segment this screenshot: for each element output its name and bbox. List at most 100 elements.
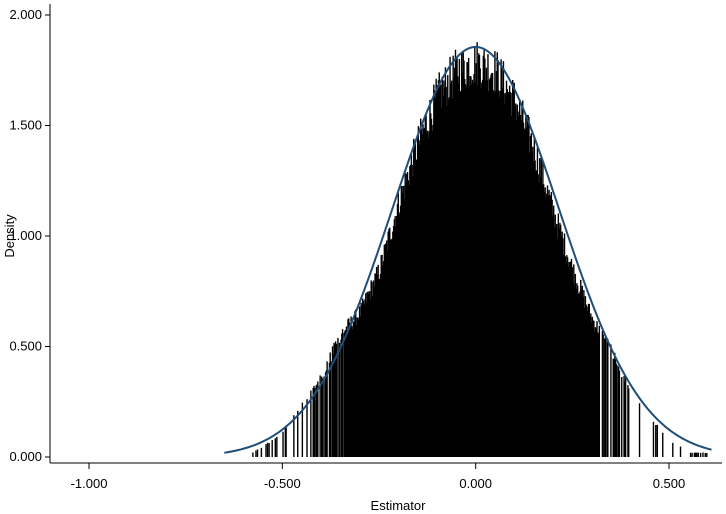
histogram-bar [284, 426, 287, 457]
histogram-bar [355, 309, 357, 457]
histogram-bar [297, 410, 299, 457]
histogram-bar [456, 57, 458, 457]
histogram-bar [491, 73, 494, 457]
histogram-bar [393, 219, 396, 457]
histogram-bar [409, 166, 411, 457]
histogram-bar [449, 56, 451, 457]
histogram-bar [388, 228, 390, 457]
histogram-bar [392, 225, 395, 457]
histogram-bar [455, 58, 457, 458]
histogram-bar [473, 74, 475, 457]
histogram-bar [361, 305, 363, 457]
histogram-bar [558, 228, 560, 457]
histogram-bar [428, 131, 430, 457]
histogram-bar [576, 285, 579, 457]
histogram-bar [344, 329, 347, 457]
histogram-bar [420, 128, 423, 457]
histogram-bar [441, 76, 444, 457]
histogram-bar [252, 452, 254, 457]
histogram-bar [574, 273, 577, 457]
histogram-bar [529, 135, 532, 457]
histogram-bar [488, 91, 490, 457]
histogram-bar [384, 244, 386, 457]
histogram-bar [415, 160, 417, 457]
histogram-bar [553, 227, 556, 457]
histogram-bar [534, 160, 536, 457]
histogram-bar [572, 281, 574, 457]
histogram-bar [529, 152, 531, 457]
histogram-bar [365, 302, 368, 457]
histogram-bar [475, 63, 478, 458]
histogram-bar [689, 452, 692, 457]
histogram-bar [374, 273, 376, 457]
histogram-bar [437, 80, 440, 457]
histogram-bar [519, 114, 522, 458]
histogram-bar [492, 90, 495, 457]
histogram-bar [515, 120, 518, 458]
histogram-bar [417, 126, 420, 457]
histogram-bar [525, 127, 528, 457]
histogram-bar [443, 87, 446, 457]
histogram-bar [590, 322, 593, 457]
histogram-bar [539, 176, 542, 457]
histogram-bar [319, 375, 321, 457]
histogram-bar [450, 83, 452, 458]
histogram-bar [583, 290, 585, 457]
histogram-bar [469, 76, 471, 458]
histogram-bar [541, 184, 543, 458]
histogram-bar [580, 279, 582, 457]
histogram-bar [352, 322, 355, 457]
histogram-bar [451, 98, 454, 457]
histogram-bar [604, 335, 607, 457]
histogram-bar [481, 79, 484, 457]
histogram-bar [503, 93, 505, 458]
histogram-bar [438, 72, 440, 458]
histogram-bar [282, 431, 284, 457]
histogram-bar [542, 161, 544, 457]
histogram-bar [655, 424, 657, 457]
histogram-bar [691, 452, 693, 457]
histogram-bar [341, 329, 344, 457]
histogram-bar [424, 117, 427, 457]
histogram-bar [505, 80, 508, 457]
histogram-bar [351, 325, 353, 457]
histogram-bar [613, 359, 615, 457]
histogram-bar [585, 304, 587, 457]
y-tick-label: 2.000 [9, 7, 42, 22]
histogram-bar [256, 449, 259, 457]
histogram-bar [369, 299, 372, 457]
histogram-bar [485, 67, 488, 457]
histogram-bar [563, 255, 565, 457]
histogram-bar [328, 362, 331, 457]
histogram-bar [396, 215, 398, 457]
histogram-bar [348, 318, 350, 457]
histogram-bar [583, 307, 586, 457]
histogram-bar [518, 99, 521, 458]
histogram-bar [559, 222, 561, 457]
histogram-bar [679, 446, 682, 457]
histogram-bar [450, 80, 453, 458]
y-axis-ticks: 0.000 0.500 1.000 1.500 2.000 [9, 7, 50, 464]
histogram-bar [354, 311, 356, 457]
normal-density-curve [224, 45, 712, 454]
histogram-bar [536, 147, 539, 457]
histogram-bar [385, 243, 387, 457]
histogram-bar [361, 298, 364, 457]
histogram-bar [425, 115, 427, 458]
histogram-bar [435, 78, 437, 457]
histogram-bar [530, 133, 532, 457]
histogram-bar [346, 330, 348, 457]
histogram-bar [426, 130, 429, 457]
histogram-bar [440, 107, 443, 458]
histogram-bar [379, 274, 382, 457]
histogram-bar [390, 239, 392, 457]
histogram-bar [564, 256, 566, 457]
histogram-bar [325, 370, 328, 457]
histogram-bar [607, 338, 609, 457]
histogram-bar [362, 300, 365, 457]
histogram-bar [457, 76, 459, 458]
histogram-bar [317, 381, 319, 457]
histogram-bar [706, 452, 708, 457]
histogram-bar [265, 444, 267, 457]
histogram-bar [483, 50, 485, 458]
